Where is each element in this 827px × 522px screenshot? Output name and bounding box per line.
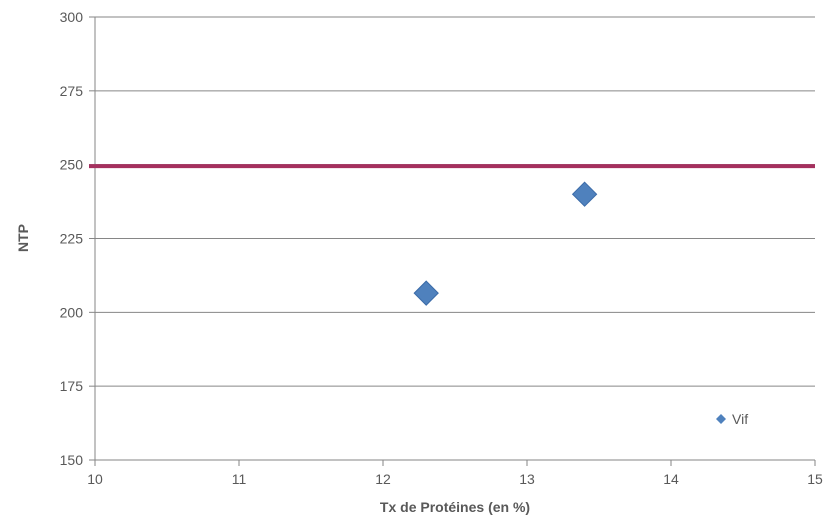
legend-marker-diamond-icon [716, 414, 726, 424]
legend-label-vif: Vif [732, 411, 748, 427]
y-axis-ticks: 150 175 200 225 250 275 300 [60, 9, 95, 468]
x-tick-label: 12 [375, 471, 391, 487]
x-tick-label: 10 [87, 471, 103, 487]
y-tick-label: 200 [60, 304, 84, 320]
x-tick-label: 14 [663, 471, 679, 487]
data-points [413, 181, 598, 306]
y-tick-label: 275 [60, 83, 84, 99]
x-tick-label: 13 [519, 471, 535, 487]
y-tick-label: 175 [60, 378, 84, 394]
x-axis-ticks: 10 11 12 13 14 15 [87, 460, 823, 487]
legend: Vif [716, 411, 748, 427]
y-tick-label: 250 [60, 157, 84, 173]
y-tick-label: 150 [60, 452, 84, 468]
data-point [571, 181, 598, 207]
y-tick-label: 300 [60, 9, 84, 25]
x-axis-title: Tx de Protéines (en %) [380, 499, 530, 515]
gridlines [95, 16, 815, 387]
data-point [413, 280, 439, 306]
y-axis-title: NTP [15, 224, 31, 252]
x-tick-label: 11 [232, 471, 247, 487]
x-tick-label: 15 [807, 471, 823, 487]
y-tick-label: 225 [60, 231, 84, 247]
